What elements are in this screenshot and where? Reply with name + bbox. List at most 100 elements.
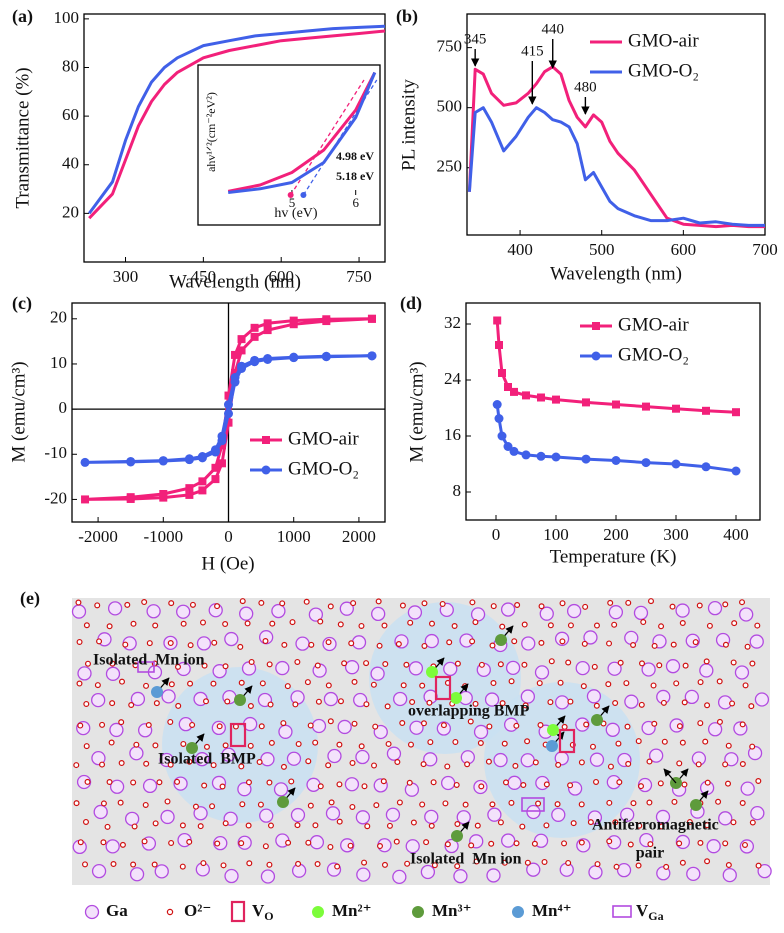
o-atom (725, 862, 732, 869)
legend-subscript: O (264, 909, 273, 923)
o-atom (469, 638, 476, 645)
marker (224, 391, 233, 400)
o-atom (267, 822, 274, 829)
o-atom (348, 640, 355, 647)
o-atom (625, 760, 632, 767)
o-atom (327, 843, 334, 850)
o-atom (124, 601, 131, 608)
o-atom (570, 820, 577, 827)
o-atom (451, 622, 458, 629)
o-vacancy (434, 675, 452, 701)
ga-atom (353, 692, 368, 708)
o-atom (192, 803, 199, 810)
o-atom (266, 779, 273, 786)
o-atom (706, 622, 713, 629)
ga-atom (339, 601, 354, 616)
o-atom (141, 838, 148, 845)
o-atom (308, 641, 315, 648)
ga-atom (534, 665, 550, 680)
ga-atom (308, 607, 324, 622)
o-atom (731, 620, 738, 627)
ga-atom (124, 811, 140, 827)
y-tick-label: 32 (444, 313, 461, 332)
ga-atom (487, 807, 502, 822)
o-atom (371, 762, 378, 769)
o-atom (676, 723, 683, 730)
ga-atom (142, 778, 158, 794)
o-atom (201, 662, 208, 669)
o-atom (179, 863, 186, 870)
ga-atom (370, 666, 385, 681)
o-atom (426, 699, 433, 706)
o-atom (627, 841, 634, 848)
o-atom (156, 779, 163, 786)
o-atom (216, 723, 223, 730)
o-atom (303, 598, 310, 605)
marker (250, 332, 259, 341)
ga-atom (306, 777, 321, 792)
o-atom (704, 858, 711, 865)
ga-atom (373, 724, 388, 740)
marker (522, 391, 530, 400)
legend-label: GMO-O₂ (288, 458, 359, 479)
o-atom (363, 660, 370, 667)
o-atom (715, 798, 722, 805)
ga-atom (521, 636, 536, 651)
marker (537, 393, 545, 402)
x-tick-label: -1000 (143, 527, 183, 546)
o-atom (189, 721, 196, 728)
o-atom (77, 722, 84, 729)
y-axis-label: M (emu/cm³) (406, 361, 427, 462)
o-atom (175, 663, 182, 670)
ga-atom (724, 752, 739, 767)
intercept-dot (300, 192, 307, 198)
o-atom (671, 798, 678, 805)
marker (185, 484, 194, 493)
ga-atom (295, 636, 310, 651)
o-atom (725, 780, 732, 787)
o-atom (524, 859, 531, 866)
o-atom (239, 598, 246, 605)
o-atom (328, 799, 335, 806)
o-atom (76, 680, 83, 687)
o-atom (669, 603, 676, 610)
o-atom (376, 642, 383, 649)
o-atom (651, 720, 658, 727)
o-atom (478, 783, 485, 790)
intercept-label: 4.98 eV (336, 149, 374, 163)
ga-atom (620, 807, 635, 822)
o-atom (468, 842, 475, 849)
o-atom (187, 642, 194, 649)
o-atom (238, 763, 245, 770)
o-atom (729, 700, 736, 707)
o-atom (152, 742, 159, 749)
ga-atom (608, 605, 624, 620)
o-atom (280, 720, 287, 727)
o-atom (559, 638, 566, 645)
o-atom (117, 799, 124, 806)
o-atom (168, 600, 175, 607)
o-atom (499, 623, 506, 630)
o-atom (83, 743, 90, 750)
ga-atom (470, 607, 486, 622)
o-atom (472, 700, 479, 707)
o-atom (454, 863, 461, 870)
o-atom (606, 838, 613, 845)
x-tick-label: 400 (507, 240, 533, 259)
o-atom (109, 660, 116, 667)
o-atom (697, 720, 704, 727)
o-atom (682, 662, 689, 669)
o-atom (663, 863, 670, 870)
ga-atom (507, 775, 522, 790)
o-atom (180, 620, 187, 627)
y-tick-label: -10 (44, 443, 67, 462)
ga-atom (290, 807, 306, 823)
series-line (88, 29, 386, 220)
o-atom (419, 682, 426, 689)
o-atom (647, 841, 654, 848)
o-atom (77, 839, 84, 846)
panel-label: (b) (396, 6, 418, 27)
ga-atom (176, 604, 191, 619)
o-atom (82, 861, 89, 868)
x-tick-label: -2000 (78, 527, 118, 546)
